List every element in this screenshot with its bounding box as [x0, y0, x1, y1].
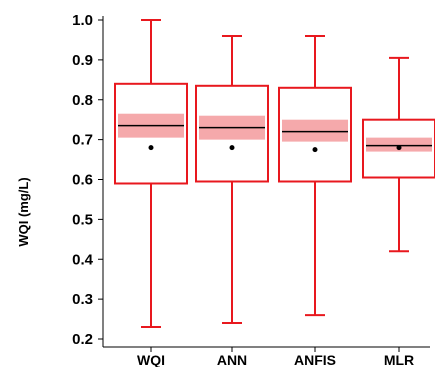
median-ci-band: [366, 137, 432, 152]
boxes: [114, 19, 435, 329]
y-tick-label: 0.6: [72, 172, 93, 189]
y-axis-label: WQI (mg/L): [16, 177, 31, 246]
box-outline: [278, 86, 352, 183]
x-tick-label: ANN: [217, 352, 247, 367]
box-anfis: [278, 34, 352, 317]
y-tick-label: 0.2: [72, 331, 93, 348]
y-tick-label: 0.9: [72, 52, 93, 69]
box-mlr: [362, 56, 435, 253]
y-tick-label: 0.7: [72, 132, 93, 149]
mean-marker: [312, 147, 318, 153]
median-ci-band: [282, 119, 348, 142]
y-tick-label: 1.0: [72, 12, 93, 29]
y-tick-label: 0.5: [72, 211, 93, 228]
y-tick-label: 0.4: [72, 251, 94, 268]
box-ann: [195, 34, 269, 325]
mean-marker: [148, 145, 154, 151]
box-outline: [362, 118, 435, 179]
y-tick-label: 0.3: [72, 291, 93, 308]
x-tick-label: MLR: [384, 352, 414, 367]
y-axis: 0.2 0.3 0.4 0.5 0.6 0.7 0.8 0.9 1.0: [72, 12, 104, 348]
box-outline: [195, 84, 269, 183]
box-outline: [114, 82, 188, 185]
x-axis: WQI ANN ANFIS MLR: [103, 346, 430, 368]
box-wqi: [114, 19, 188, 329]
x-tick-label: WQI: [137, 352, 165, 367]
mean-marker: [229, 145, 235, 151]
mean-marker: [396, 145, 402, 151]
x-tick-label: ANFIS: [294, 352, 336, 367]
y-tick-label: 0.8: [72, 92, 93, 109]
